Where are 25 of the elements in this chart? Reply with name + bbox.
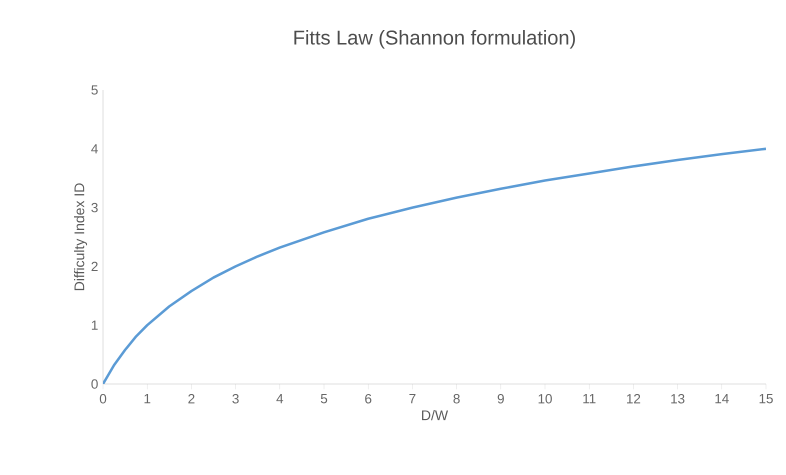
x-tick-label: 14 xyxy=(715,394,729,404)
x-tick-label: 7 xyxy=(409,394,416,404)
y-tick-label: 5 xyxy=(91,85,98,95)
x-tick-label: 4 xyxy=(276,394,284,404)
x-axis-title: D/W xyxy=(422,410,448,420)
x-tick-label: 6 xyxy=(365,394,372,404)
y-tick-label: 2 xyxy=(92,262,98,272)
x-tick-label: 11 xyxy=(583,394,596,404)
x-tick-label: 12 xyxy=(627,394,640,404)
x-tick-label: 0 xyxy=(100,394,106,404)
x-tick-label: 15 xyxy=(760,394,773,404)
x-tick-label: 2 xyxy=(188,394,194,404)
x-tick-label: 13 xyxy=(671,394,684,404)
y-tick-label: 0 xyxy=(91,379,98,389)
y-tick-label: 3 xyxy=(91,202,98,212)
y-tick-label: 1 xyxy=(92,320,98,330)
y-axis-title: Difficulty Index ID xyxy=(74,183,88,290)
x-tick-label: 3 xyxy=(232,394,239,404)
x-tick-label: 5 xyxy=(320,394,328,404)
y-tick-label: 4 xyxy=(91,144,98,154)
x-tick-label: 9 xyxy=(498,394,504,404)
chart-title: Fitts Law (Shannon formulation) xyxy=(294,30,575,49)
x-tick-label: 1 xyxy=(144,394,150,404)
x-tick-label: 10 xyxy=(538,394,552,404)
x-tick-label: 8 xyxy=(453,394,460,404)
